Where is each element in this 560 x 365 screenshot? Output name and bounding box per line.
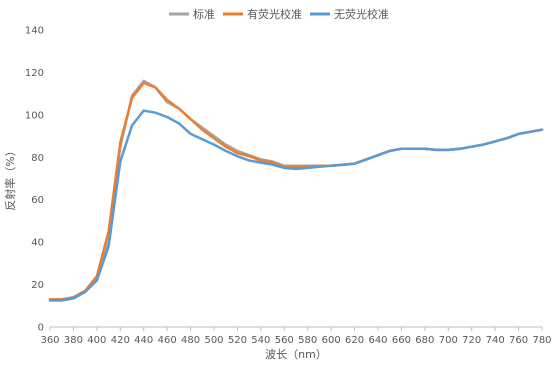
plot-area: [48, 79, 544, 302]
y-tick-label: 120: [25, 68, 44, 79]
legend-label: 无荧光校准: [334, 7, 389, 21]
x-tick-label: 440: [134, 335, 153, 346]
x-tick-label: 580: [298, 335, 317, 346]
x-tick-label: 480: [181, 335, 200, 346]
y-tick-label: 40: [31, 238, 44, 249]
legend-label: 标准: [193, 7, 215, 21]
y-tick-label: 60: [31, 195, 44, 206]
x-axis: 360 380 400 420 440 460 480 500 520 540 560 580 600 6…: [40, 326, 552, 346]
x-tick-label: 740: [486, 335, 505, 346]
x-axis-title: 波长（nm）: [265, 348, 327, 361]
y-tick-label: 20: [31, 280, 44, 291]
x-tick-label: 380: [64, 335, 83, 346]
legend-label: 有荧光校准: [247, 7, 302, 21]
x-tick-label: 700: [439, 335, 458, 346]
x-tick-label: 620: [345, 335, 364, 346]
y-tick-label: 80: [31, 153, 44, 164]
series-line-1: [48, 79, 544, 301]
x-tick-label: 520: [228, 335, 247, 346]
x-tick-label: 360: [40, 335, 59, 346]
y-axis: 0 20 40 60 80 100 120 140: [25, 26, 44, 334]
y-tick-label: 0: [38, 323, 44, 334]
x-tick-label: 760: [509, 335, 528, 346]
x-tick-label: 600: [322, 335, 341, 346]
x-tick-label: 640: [368, 335, 387, 346]
x-tick-label: 500: [204, 335, 223, 346]
x-tick-label: 560: [275, 335, 294, 346]
x-tick-label: 460: [158, 335, 177, 346]
y-tick-label: 140: [25, 26, 44, 37]
x-tick-label: 540: [251, 335, 270, 346]
x-tick-label: 680: [415, 335, 434, 346]
x-tick-label: 660: [392, 335, 411, 346]
series-line-2: [48, 81, 544, 301]
x-tick-label: 780: [532, 335, 551, 346]
legend: 标准 有荧光校准 无荧光校准: [169, 7, 389, 21]
series-line-3: [48, 109, 544, 302]
x-tick-label: 400: [87, 335, 106, 346]
y-axis-title: 反射率（%）: [3, 145, 17, 210]
y-tick-label: 100: [25, 110, 44, 121]
x-tick-label: 720: [462, 335, 481, 346]
x-tick-label: 420: [111, 335, 130, 346]
